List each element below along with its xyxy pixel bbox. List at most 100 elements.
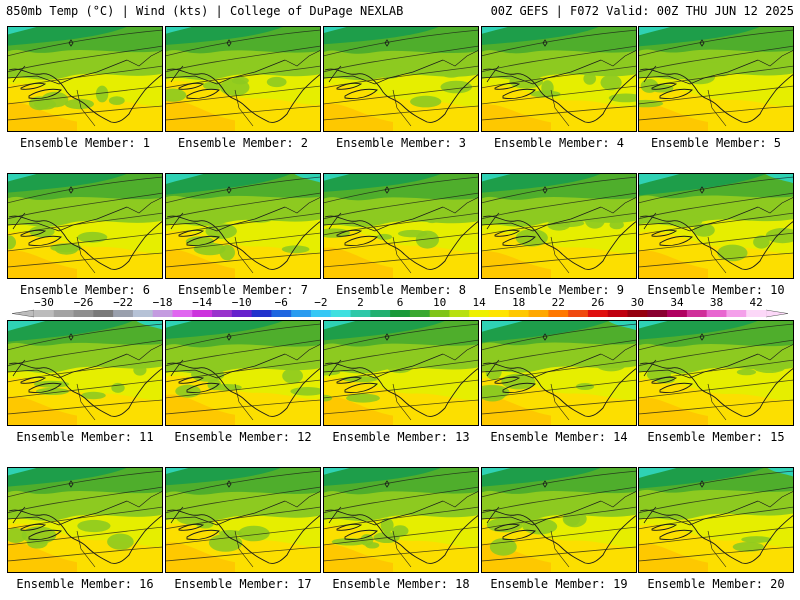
- ensemble-member-label: Ensemble Member: 11: [16, 430, 154, 444]
- ensemble-member-map: [481, 173, 637, 279]
- ensemble-member-label: Ensemble Member: 8: [335, 283, 467, 297]
- ensemble-member-map: [481, 320, 637, 426]
- ensemble-member-map: [638, 320, 794, 426]
- colorbar-swatch: [172, 310, 193, 317]
- ensemble-member-label: Ensemble Member: 20: [647, 577, 785, 591]
- ensemble-member-map: [165, 173, 321, 279]
- colorbar-swatch: [548, 310, 569, 317]
- ensemble-member-label: Ensemble Member: 4: [493, 136, 625, 150]
- chart-title: 850mb Temp (°C) | Wind (kts) | College o…: [6, 4, 404, 18]
- colorbar-swatch: [212, 310, 233, 317]
- colorbar-swatch: [469, 310, 490, 317]
- colorbar-tick-label: 2: [357, 296, 364, 309]
- colorbar-max-arrow: [765, 309, 789, 318]
- colorbar-swatch: [350, 310, 371, 317]
- ensemble-member-map: [323, 467, 479, 573]
- ensemble-member-map: [323, 26, 479, 132]
- colorbar-swatch: [429, 310, 450, 317]
- colorbar-swatch: [627, 310, 648, 317]
- colorbar-tick-label: 14: [472, 296, 486, 309]
- colorbar-swatch: [310, 310, 332, 317]
- ensemble-member-map: [323, 173, 479, 279]
- colorbar-swatch: [508, 310, 529, 317]
- colorbar-tick-label: −6: [275, 296, 288, 309]
- ensemble-member-map: [481, 467, 637, 573]
- colorbar-tick-label: −30: [34, 296, 54, 309]
- colorbar-swatch: [34, 310, 55, 317]
- temperature-colorbar: −30 −26 −22 −18 −14 −10 −6 −2 2 6 10 14 18 22 26 30 34 38…: [0, 294, 800, 320]
- ensemble-member-label: Ensemble Member: 6: [19, 283, 151, 297]
- ensemble-member-map: [165, 26, 321, 132]
- ensemble-member-map: [638, 173, 794, 279]
- colorbar-tick-label: −2: [314, 296, 327, 309]
- colorbar-swatch: [726, 310, 747, 317]
- colorbar-swatch: [686, 310, 708, 317]
- ensemble-member-label: Ensemble Member: 16: [16, 577, 154, 591]
- colorbar-swatch: [449, 310, 470, 317]
- ensemble-member-label: Ensemble Member: 9: [493, 283, 625, 297]
- run-valid-time: 00Z GEFS | F072 Valid: 00Z THU JUN 12 20…: [490, 4, 794, 18]
- ensemble-member-label: Ensemble Member: 13: [332, 430, 470, 444]
- ensemble-member-map: [7, 467, 163, 573]
- colorbar-tick-label: 22: [552, 296, 565, 309]
- ensemble-member-map: [7, 26, 163, 132]
- colorbar-swatch: [113, 310, 134, 317]
- colorbar-swatch: [528, 310, 549, 317]
- ensemble-member-label: Ensemble Member: 7: [177, 283, 309, 297]
- colorbar-swatch: [647, 310, 668, 317]
- colorbar-tick-label: 42: [749, 296, 762, 309]
- colorbar-min-arrow: [11, 309, 35, 318]
- colorbar-tick-label: −18: [153, 296, 173, 309]
- colorbar-swatch: [73, 310, 94, 317]
- colorbar-swatch: [370, 310, 391, 317]
- ensemble-member-map: [7, 320, 163, 426]
- ensemble-member-map: [165, 320, 321, 426]
- colorbar-swatch: [746, 310, 767, 317]
- colorbar-swatch: [390, 310, 411, 317]
- colorbar-swatch: [152, 310, 173, 317]
- colorbar-tick-label: 6: [397, 296, 404, 309]
- colorbar-swatch: [53, 310, 74, 317]
- ensemble-member-label: Ensemble Member: 12: [174, 430, 312, 444]
- colorbar-swatch: [607, 310, 628, 317]
- colorbar-tick-label: −10: [232, 296, 252, 309]
- colorbar-tick-label: −14: [192, 296, 212, 309]
- colorbar-tick-label: −26: [74, 296, 94, 309]
- ensemble-member-label: Ensemble Member: 14: [490, 430, 628, 444]
- colorbar-swatch: [291, 310, 312, 317]
- ensemble-member-map: [323, 320, 479, 426]
- ensemble-member-map: [7, 173, 163, 279]
- colorbar-swatch: [93, 310, 114, 317]
- colorbar-tick-label: 34: [670, 296, 684, 309]
- ensemble-member-label: Ensemble Member: 10: [647, 283, 785, 297]
- ensemble-member-map: [481, 26, 637, 132]
- colorbar-swatch: [667, 310, 688, 317]
- colorbar-swatch: [706, 310, 727, 317]
- ensemble-member-label: Ensemble Member: 1: [19, 136, 151, 150]
- colorbar-swatch: [271, 310, 292, 317]
- ensemble-member-label: Ensemble Member: 15: [647, 430, 785, 444]
- colorbar-tick-label: 18: [512, 296, 525, 309]
- colorbar-swatch: [587, 310, 609, 317]
- colorbar-swatch: [330, 310, 351, 317]
- colorbar-swatch: [409, 310, 431, 317]
- ensemble-member-map: [638, 467, 794, 573]
- colorbar-tick-label: 30: [631, 296, 644, 309]
- ensemble-member-map: [165, 467, 321, 573]
- colorbar-swatch: [192, 310, 213, 317]
- colorbar-swatch: [132, 310, 154, 317]
- ensemble-member-label: Ensemble Member: 5: [650, 136, 782, 150]
- ensemble-member-label: Ensemble Member: 19: [490, 577, 628, 591]
- ensemble-member-label: Ensemble Member: 18: [332, 577, 470, 591]
- colorbar-swatch: [251, 310, 272, 317]
- ensemble-member-map: [638, 26, 794, 132]
- colorbar-swatch: [489, 310, 510, 317]
- colorbar-swatch: [231, 310, 253, 317]
- colorbar-swatch: [568, 310, 589, 317]
- ensemble-member-label: Ensemble Member: 3: [335, 136, 467, 150]
- colorbar-tick-label: 10: [433, 296, 446, 309]
- ensemble-member-label: Ensemble Member: 2: [177, 136, 309, 150]
- colorbar-tick-label: 38: [710, 296, 723, 309]
- colorbar-tick-label: −22: [113, 296, 133, 309]
- colorbar-tick-label: 26: [591, 296, 604, 309]
